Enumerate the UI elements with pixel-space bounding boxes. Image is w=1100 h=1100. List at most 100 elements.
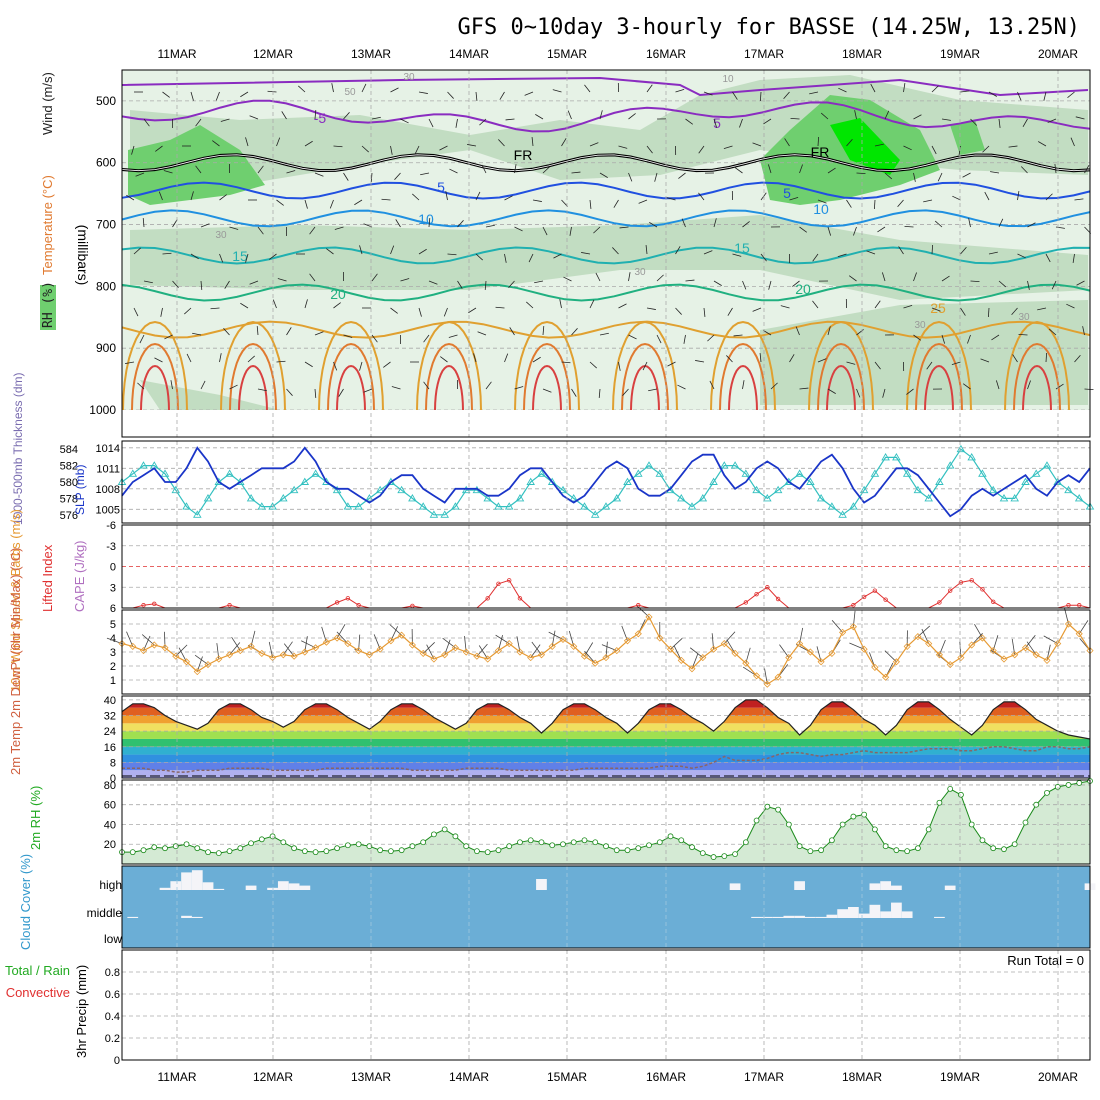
wind-barb bbox=[1072, 253, 1075, 263]
thickness-series-line bbox=[121, 448, 1091, 516]
cloud-high-bar bbox=[181, 872, 192, 890]
wind-barb bbox=[1017, 91, 1022, 101]
wind-barb bbox=[535, 114, 544, 120]
temp-color-band bbox=[122, 715, 1090, 724]
temp-color-band bbox=[122, 731, 1090, 739]
wind-barb bbox=[190, 253, 199, 260]
rh2m-axis-label: 2m RH (%) bbox=[28, 786, 43, 850]
top-date-label: 14MAR bbox=[449, 47, 489, 61]
wind-barb bbox=[1020, 166, 1028, 174]
wind-barb bbox=[439, 145, 448, 151]
lifted-tick-label: 0 bbox=[110, 562, 116, 574]
cloud-high-bar bbox=[288, 883, 300, 890]
rh-shade-dark bbox=[950, 120, 985, 155]
wind-barb bbox=[913, 272, 917, 282]
rh2m-area bbox=[122, 781, 1090, 864]
lifted-point bbox=[517, 596, 523, 601]
wind-barb bbox=[559, 299, 562, 309]
wind-barb bbox=[856, 172, 866, 175]
cloud-middle-bar bbox=[848, 907, 859, 918]
wind-barb bbox=[646, 84, 653, 93]
wind-barb bbox=[667, 361, 676, 367]
wind-barb bbox=[139, 334, 145, 344]
wind-barb bbox=[874, 143, 884, 147]
lifted-point bbox=[227, 603, 232, 608]
rh2m-point bbox=[495, 847, 502, 854]
wind-barb bbox=[563, 276, 572, 282]
temp-contour-m5 bbox=[121, 99, 1091, 133]
lifted-point bbox=[980, 587, 985, 592]
wind-barb bbox=[172, 280, 179, 288]
top-date-label: 17MAR bbox=[744, 47, 784, 61]
lifted-tick-label: -6 bbox=[106, 520, 116, 532]
contour-label: 30 bbox=[403, 72, 415, 83]
wind-barb bbox=[215, 91, 220, 101]
rh2m-point bbox=[355, 841, 362, 848]
wind-barb bbox=[508, 280, 515, 288]
wind-barb bbox=[343, 112, 350, 120]
cloud-high-bar bbox=[794, 881, 805, 890]
upper-air-panel-border bbox=[121, 69, 1091, 438]
top-date-label: 19MAR bbox=[940, 47, 980, 61]
wind-barb bbox=[200, 223, 210, 228]
wind-barb bbox=[926, 361, 933, 370]
wind-barb bbox=[991, 334, 1000, 341]
thickness-point bbox=[945, 461, 955, 469]
thickness-point bbox=[838, 510, 847, 518]
lifted-point bbox=[947, 588, 953, 593]
wind-barb bbox=[820, 112, 829, 120]
cloud-cover-panel-border bbox=[121, 865, 1091, 949]
wind10m-point bbox=[871, 663, 879, 671]
wind-barb bbox=[304, 199, 308, 209]
wind-barb bbox=[447, 253, 457, 256]
top-date-label: 13MAR bbox=[351, 47, 391, 61]
wind10m-point bbox=[204, 661, 212, 669]
wind-barb bbox=[276, 360, 286, 363]
wind-barb bbox=[1048, 328, 1057, 336]
wind-barb bbox=[440, 356, 448, 363]
wind-barb bbox=[817, 136, 820, 147]
wind-barb bbox=[499, 91, 505, 100]
cloud-high-bar bbox=[202, 882, 214, 890]
wind-barb bbox=[449, 168, 458, 174]
cloud-middle-bar bbox=[127, 916, 139, 918]
slp-series-line bbox=[121, 446, 1091, 518]
wind-barb bbox=[856, 388, 861, 398]
cloud-high-bar bbox=[159, 887, 171, 890]
rh-shade-bright bbox=[830, 118, 900, 175]
wind-tick-label: 5 bbox=[110, 619, 116, 631]
wind10m-barb bbox=[478, 645, 489, 660]
wind10m-barb bbox=[141, 634, 155, 646]
wind10m-barb bbox=[1078, 620, 1089, 635]
cloud-middle-bar bbox=[837, 909, 848, 918]
wind10m-point bbox=[344, 640, 352, 648]
wind-barb bbox=[481, 164, 487, 174]
cloud-middle-bar bbox=[815, 916, 827, 918]
cloud-level-label: high bbox=[99, 878, 122, 892]
wind-barb bbox=[331, 83, 334, 93]
wind-barb bbox=[713, 118, 718, 128]
wind-barb bbox=[534, 280, 544, 284]
wind-barb bbox=[903, 145, 912, 151]
wind-barb bbox=[759, 353, 762, 363]
rh2m-point bbox=[839, 821, 846, 828]
wind-barb bbox=[390, 145, 393, 155]
wind-barb bbox=[200, 280, 203, 291]
wind-barb bbox=[1070, 137, 1075, 147]
wind-barb bbox=[286, 170, 296, 174]
rh2m-point bbox=[871, 826, 878, 833]
rh2m-point bbox=[183, 841, 190, 848]
rh2m-tick-label: 40 bbox=[104, 819, 116, 831]
thickness-point bbox=[924, 494, 933, 502]
wind10m-point bbox=[731, 649, 739, 657]
wind10m-point bbox=[387, 637, 395, 645]
wind-barb bbox=[326, 248, 334, 255]
cloud-middle-bar bbox=[880, 911, 892, 918]
wind-barb bbox=[390, 87, 399, 93]
rh2m-point bbox=[667, 833, 674, 840]
wind-barb bbox=[212, 140, 220, 147]
wind-barb bbox=[1045, 253, 1051, 263]
wind-barb bbox=[695, 360, 705, 363]
wind10m-barb bbox=[178, 647, 187, 662]
wind-barb bbox=[542, 388, 552, 393]
